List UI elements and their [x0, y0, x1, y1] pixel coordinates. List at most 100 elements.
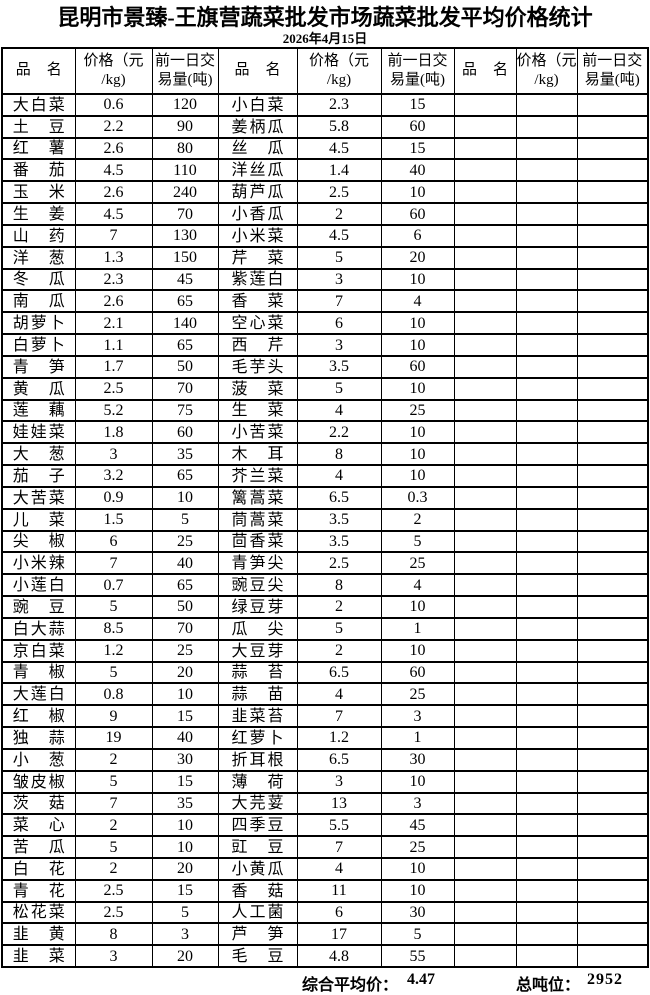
- table-row: 大莲白 0.8 10 蒜苗 4 25: [1, 682, 649, 707]
- product-name: 茨菇: [12, 795, 65, 813]
- table-row: 娃娃菜 1.8 60 小苦菜 2.2 10: [1, 420, 649, 445]
- header-product-name: 品名: [1, 47, 76, 95]
- header-volume: 前一日交 易量(吨): [151, 47, 219, 95]
- product-name-cell: 小米菜: [217, 223, 298, 248]
- product-name-cell: 京白菜: [1, 638, 76, 663]
- price-cell: 1.3: [74, 245, 153, 270]
- volume-cell: 3: [380, 704, 455, 729]
- product-name: 番茄: [12, 162, 65, 180]
- product-name-cell: [453, 311, 517, 336]
- product-name-cell: [453, 267, 517, 292]
- price-cell: 7: [296, 289, 382, 314]
- volume-cell: 4: [380, 573, 455, 598]
- price-cell: [515, 682, 578, 707]
- product-name-cell: 大白菜: [1, 93, 76, 117]
- product-name: 茄子: [12, 467, 65, 485]
- volume-cell: [576, 922, 649, 947]
- table-row: 豌豆 5 50 绿豆芽 2 10: [1, 595, 649, 619]
- table-row: 胡萝卜 2.1 140 空心菜 6 10: [1, 311, 649, 336]
- product-name-cell: 白大蒜: [1, 616, 76, 641]
- volume-cell: [576, 180, 649, 205]
- product-name: 小白菜: [231, 96, 284, 114]
- product-name: 大葱: [12, 446, 65, 464]
- price-cell: [515, 638, 578, 663]
- price-cell: 8: [296, 573, 382, 598]
- product-name-cell: 葫芦瓜: [217, 180, 298, 205]
- volume-cell: 5: [380, 922, 455, 947]
- volume-cell: 80: [151, 136, 219, 161]
- volume-cell: [576, 813, 649, 838]
- volume-cell: 25: [151, 638, 219, 663]
- product-name: 小香瓜: [231, 205, 284, 223]
- product-name: 京白菜: [12, 642, 65, 660]
- product-name-cell: [453, 682, 517, 707]
- product-name-cell: [453, 158, 517, 183]
- product-name-cell: [453, 136, 517, 161]
- price-cell: 19: [74, 726, 153, 750]
- volume-cell: 1: [380, 726, 455, 750]
- product-name-cell: 芥兰菜: [217, 464, 298, 488]
- volume-cell: 90: [151, 114, 219, 139]
- volume-cell: [576, 376, 649, 401]
- price-cell: 2.1: [74, 311, 153, 336]
- product-name-cell: 儿菜: [1, 507, 76, 532]
- volume-cell: [576, 202, 649, 226]
- price-cell: 4.5: [74, 158, 153, 183]
- product-name-cell: 小香瓜: [217, 202, 298, 226]
- product-name: 洋葱: [12, 249, 65, 267]
- product-name-cell: 冬瓜: [1, 267, 76, 292]
- volume-cell: [576, 573, 649, 598]
- product-name-cell: 生菜: [217, 398, 298, 423]
- price-cell: 1.5: [74, 507, 153, 532]
- price-cell: 7: [74, 551, 153, 576]
- price-cell: 2: [296, 595, 382, 619]
- product-name-cell: [453, 726, 517, 750]
- product-name: 生姜: [12, 205, 65, 223]
- header-product-name: 品名: [217, 47, 298, 95]
- price-cell: [515, 573, 578, 598]
- product-name-cell: 洋丝瓜: [217, 158, 298, 183]
- volume-cell: [576, 660, 649, 685]
- volume-cell: 1: [380, 616, 455, 641]
- product-name: 姜柄瓜: [231, 118, 284, 136]
- table-row: 生姜 4.5 70 小香瓜 2 60: [1, 202, 649, 226]
- product-name-cell: [453, 616, 517, 641]
- volume-cell: [576, 856, 649, 881]
- product-name: 豇豆: [231, 838, 284, 856]
- product-name: 丝瓜: [231, 140, 284, 158]
- product-name-cell: 人工菌: [217, 900, 298, 925]
- table-row: 山药 7 130 小米菜 4.5 6: [1, 223, 649, 248]
- price-cell: 5: [296, 616, 382, 641]
- price-cell: 0.7: [74, 573, 153, 598]
- price-cell: 4: [296, 464, 382, 488]
- volume-cell: 10: [380, 442, 455, 467]
- product-name-cell: 小莲白: [1, 573, 76, 598]
- price-cell: 5.2: [74, 398, 153, 423]
- price-cell: 2: [74, 813, 153, 838]
- product-name-cell: 独蒜: [1, 726, 76, 750]
- table-row: 苦瓜 5 10 豇豆 7 25: [1, 835, 649, 859]
- price-cell: 4: [296, 398, 382, 423]
- volume-cell: 25: [380, 398, 455, 423]
- product-name: 大苦菜: [12, 489, 65, 507]
- volume-cell: 10: [380, 878, 455, 903]
- price-cell: [515, 791, 578, 816]
- volume-cell: 10: [380, 267, 455, 292]
- product-name-cell: [453, 813, 517, 838]
- product-name: 青笋尖: [231, 555, 284, 573]
- product-name: 豌豆: [12, 598, 65, 616]
- product-name-cell: [453, 354, 517, 379]
- product-name: 木耳: [231, 446, 284, 464]
- product-name-cell: [453, 900, 517, 925]
- price-cell: [515, 551, 578, 576]
- product-name: 青椒: [12, 664, 65, 682]
- price-cell: 13: [296, 791, 382, 816]
- product-name-cell: [453, 835, 517, 859]
- product-name-cell: 洋葱: [1, 245, 76, 270]
- price-cell: [515, 747, 578, 772]
- table-row: 冬瓜 2.3 45 紫莲白 3 10: [1, 267, 649, 292]
- volume-cell: 20: [151, 660, 219, 685]
- table-row: 茨菇 7 35 大芫荽 13 3: [1, 791, 649, 816]
- price-cell: 3: [296, 769, 382, 794]
- volume-cell: 40: [380, 158, 455, 183]
